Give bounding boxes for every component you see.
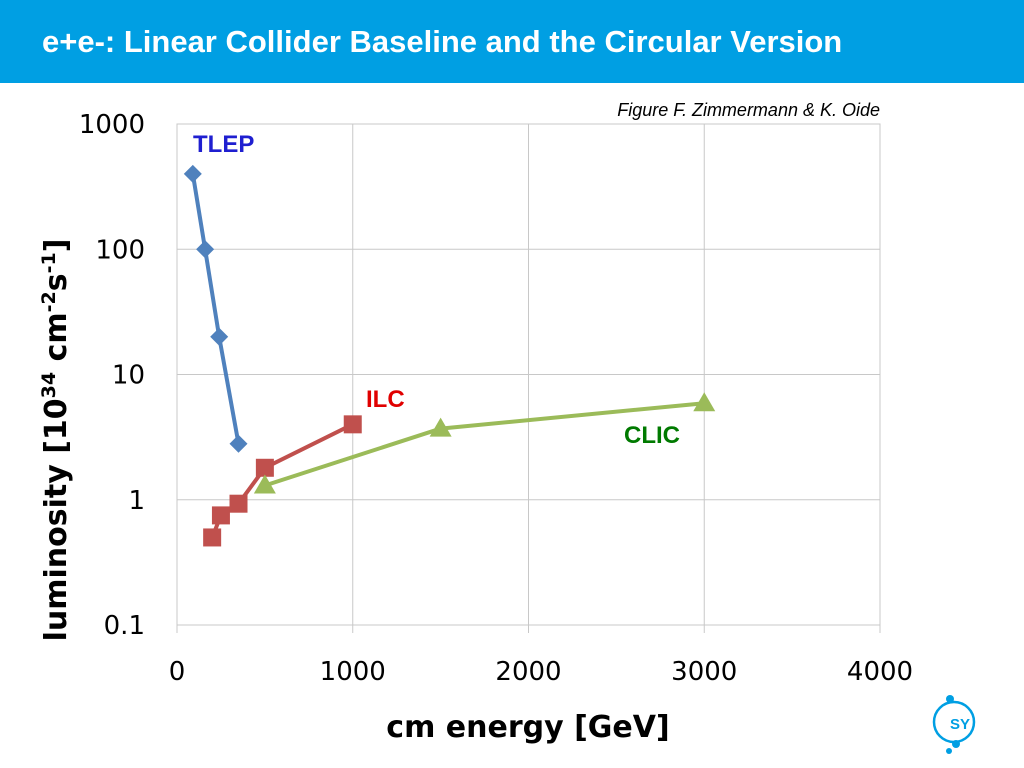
ilc-point — [211, 506, 230, 525]
x-tick-label: 0 — [169, 657, 186, 687]
y-axis-label-part: luminosity [10 — [39, 398, 74, 641]
clic-series-label: CLIC — [624, 422, 680, 449]
y-axis-label-part: s — [39, 273, 74, 291]
title-bar: e+e-: Linear Collider Baseline and the C… — [0, 0, 1024, 83]
x-tick-label: 4000 — [847, 657, 913, 687]
ilc-point — [255, 458, 274, 477]
y-axis-label-part: cm — [39, 312, 74, 372]
svg-text:SY: SY — [950, 716, 970, 733]
ilc-series-label: ILC — [366, 386, 405, 413]
y-tick-label: 1000 — [79, 110, 145, 140]
ilc-point — [203, 528, 222, 547]
tlep-point — [210, 327, 229, 346]
tlep-point — [229, 434, 248, 453]
clic-point — [253, 474, 276, 494]
y-axis-label: luminosity [1034 cm-2s-1] — [38, 239, 74, 642]
clic-point — [693, 392, 716, 412]
figure-credit: Figure F. Zimmermann & K. Oide — [617, 100, 880, 120]
x-tick-label: 2000 — [495, 657, 561, 687]
ilc-point — [229, 494, 248, 513]
slide-title: e+e-: Linear Collider Baseline and the C… — [42, 24, 843, 59]
y-tick-label: 0.1 — [104, 611, 145, 641]
tlep-series-label: TLEP — [193, 131, 254, 158]
tlep-point — [196, 240, 215, 259]
tlep-series-line — [190, 173, 241, 445]
x-tick-label: 3000 — [671, 657, 737, 687]
y-tick-label: 10 — [112, 361, 145, 391]
y-axis-label-superscript: 34 — [38, 372, 60, 398]
desy-logo-icon: SY — [932, 695, 976, 754]
tlep-point — [183, 164, 202, 183]
ilc-point — [343, 415, 362, 434]
y-axis-label-superscript: -2 — [38, 291, 60, 312]
y-axis-label-part: ] — [39, 239, 74, 253]
y-axis-label-superscript: -1 — [38, 252, 60, 273]
x-axis-label: cm energy [GeV] — [386, 710, 669, 745]
y-tick-label: 1 — [128, 486, 145, 516]
x-tick-label: 1000 — [320, 657, 386, 687]
y-tick-label: 100 — [95, 235, 145, 265]
clic-point — [429, 417, 452, 437]
